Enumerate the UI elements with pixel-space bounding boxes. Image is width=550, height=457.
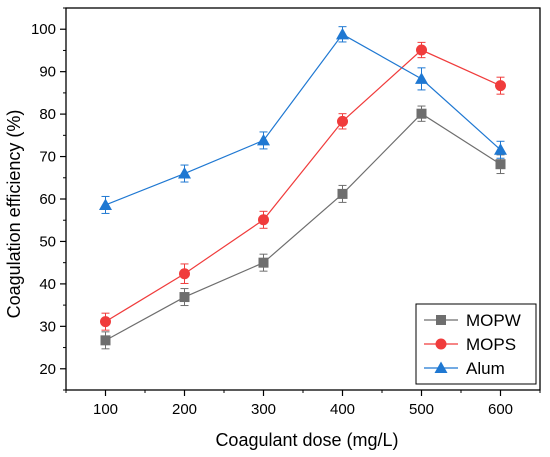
x-tick-label: 600 xyxy=(488,401,513,418)
legend-marker xyxy=(435,338,447,350)
y-tick-label: 30 xyxy=(39,318,56,335)
x-tick-label: 400 xyxy=(330,401,355,418)
y-tick-label: 70 xyxy=(39,149,56,166)
series-line xyxy=(105,112,501,341)
data-point xyxy=(495,80,506,92)
y-tick-label: 40 xyxy=(39,276,56,293)
series-line xyxy=(105,49,501,323)
y-tick-label: 20 xyxy=(39,361,56,378)
legend-item: MOPW xyxy=(424,311,521,330)
series-mopw xyxy=(100,105,506,350)
series-mops xyxy=(100,41,506,331)
data-point xyxy=(494,143,507,155)
legend-marker xyxy=(436,315,446,325)
x-tick-label: 100 xyxy=(93,401,118,418)
data-point xyxy=(415,72,428,84)
series-line xyxy=(105,33,501,206)
data-point xyxy=(336,27,349,40)
data-point xyxy=(99,198,112,210)
data-point xyxy=(416,44,427,56)
legend-marker xyxy=(434,361,448,373)
data-point xyxy=(100,316,111,328)
data-point xyxy=(178,167,191,179)
legend-label: Alum xyxy=(466,359,505,378)
legend-label: MOPS xyxy=(466,335,516,354)
y-tick-label: 100 xyxy=(31,21,56,38)
series-alum xyxy=(99,26,507,214)
data-point xyxy=(179,292,190,303)
axes: 100 200 300 400 500 600 20 30 40 50 60 70 80 90 100 xyxy=(31,7,541,418)
data-point xyxy=(257,133,270,146)
data-point xyxy=(179,268,190,280)
data-point xyxy=(100,335,111,346)
y-tick-label: 90 xyxy=(39,64,56,81)
y-tick-label: 50 xyxy=(39,233,56,250)
y-tick-label: 80 xyxy=(39,106,56,123)
legend: MOPW MOPS Alum xyxy=(415,303,537,385)
data-point xyxy=(337,115,348,127)
data-point xyxy=(495,159,506,170)
plot-area xyxy=(99,26,507,350)
legend-label: MOPW xyxy=(466,311,521,330)
y-tick-label: 60 xyxy=(39,191,56,208)
x-tick-label: 500 xyxy=(409,401,434,418)
x-tick-label: 300 xyxy=(251,401,276,418)
data-point xyxy=(416,108,427,119)
legend-item: Alum xyxy=(424,359,505,378)
legend-item: MOPS xyxy=(424,335,516,354)
x-tick-label: 200 xyxy=(172,401,197,418)
data-point xyxy=(258,214,269,226)
data-point xyxy=(258,257,269,268)
x-axis-label: Coagulant dose (mg/L) xyxy=(215,430,398,450)
data-point xyxy=(337,188,348,199)
y-axis-label: Coagulation efficiency (%) xyxy=(4,110,24,319)
